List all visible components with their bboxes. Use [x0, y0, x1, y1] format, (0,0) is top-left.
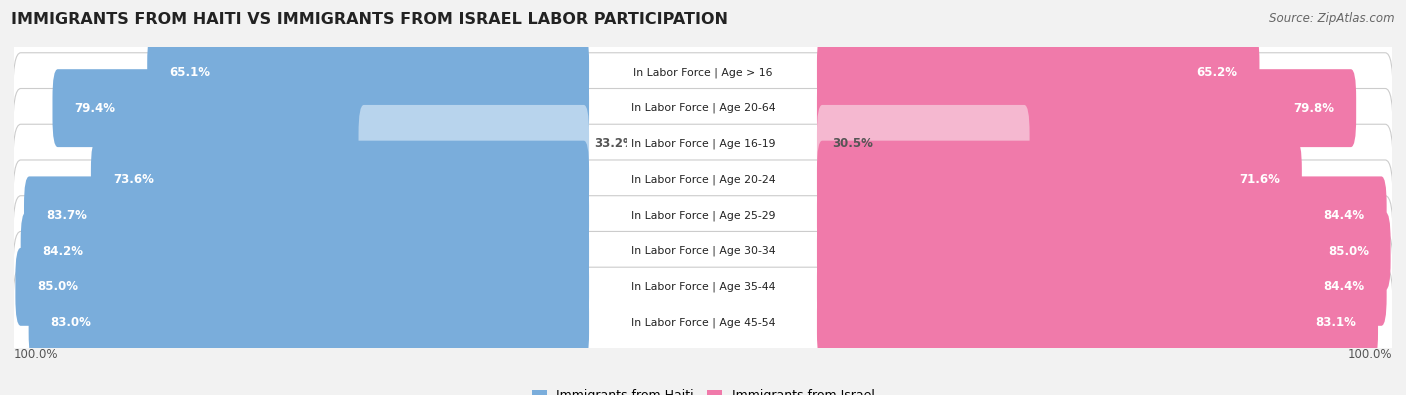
Text: 79.8%: 79.8% — [1294, 102, 1334, 115]
FancyBboxPatch shape — [817, 284, 1378, 361]
FancyBboxPatch shape — [13, 160, 1393, 271]
Text: 83.0%: 83.0% — [51, 316, 91, 329]
Text: 100.0%: 100.0% — [14, 348, 59, 361]
Text: In Labor Force | Age 30-34: In Labor Force | Age 30-34 — [631, 246, 775, 256]
Text: IMMIGRANTS FROM HAITI VS IMMIGRANTS FROM ISRAEL LABOR PARTICIPATION: IMMIGRANTS FROM HAITI VS IMMIGRANTS FROM… — [11, 12, 728, 27]
Text: In Labor Force | Age 20-24: In Labor Force | Age 20-24 — [631, 174, 775, 185]
FancyBboxPatch shape — [13, 17, 1393, 128]
Legend: Immigrants from Haiti, Immigrants from Israel: Immigrants from Haiti, Immigrants from I… — [526, 384, 880, 395]
Text: 84.2%: 84.2% — [42, 245, 83, 258]
Text: 83.7%: 83.7% — [46, 209, 87, 222]
FancyBboxPatch shape — [359, 105, 589, 183]
Text: 65.1%: 65.1% — [169, 66, 209, 79]
FancyBboxPatch shape — [13, 267, 1393, 378]
Text: In Labor Force | Age 25-29: In Labor Force | Age 25-29 — [631, 210, 775, 221]
FancyBboxPatch shape — [13, 53, 1393, 164]
Text: 73.6%: 73.6% — [112, 173, 153, 186]
FancyBboxPatch shape — [13, 231, 1393, 342]
FancyBboxPatch shape — [817, 248, 1386, 326]
Text: 83.1%: 83.1% — [1315, 316, 1357, 329]
FancyBboxPatch shape — [13, 124, 1393, 235]
FancyBboxPatch shape — [148, 34, 589, 111]
Text: 85.0%: 85.0% — [37, 280, 79, 293]
FancyBboxPatch shape — [91, 141, 589, 218]
FancyBboxPatch shape — [817, 34, 1260, 111]
Text: Source: ZipAtlas.com: Source: ZipAtlas.com — [1270, 12, 1395, 25]
FancyBboxPatch shape — [28, 284, 589, 361]
FancyBboxPatch shape — [817, 141, 1302, 218]
Text: 71.6%: 71.6% — [1239, 173, 1279, 186]
FancyBboxPatch shape — [817, 105, 1029, 183]
Text: In Labor Force | Age 16-19: In Labor Force | Age 16-19 — [631, 139, 775, 149]
FancyBboxPatch shape — [24, 177, 589, 254]
FancyBboxPatch shape — [817, 177, 1386, 254]
FancyBboxPatch shape — [817, 69, 1357, 147]
Text: In Labor Force | Age 20-64: In Labor Force | Age 20-64 — [631, 103, 775, 113]
FancyBboxPatch shape — [817, 212, 1391, 290]
Text: 30.5%: 30.5% — [832, 137, 873, 150]
Text: 100.0%: 100.0% — [1347, 348, 1392, 361]
FancyBboxPatch shape — [13, 88, 1393, 199]
Text: 84.4%: 84.4% — [1323, 209, 1365, 222]
Text: 79.4%: 79.4% — [75, 102, 115, 115]
Text: 85.0%: 85.0% — [1327, 245, 1369, 258]
Text: In Labor Force | Age 45-54: In Labor Force | Age 45-54 — [631, 317, 775, 328]
FancyBboxPatch shape — [15, 248, 589, 326]
Text: 84.4%: 84.4% — [1323, 280, 1365, 293]
FancyBboxPatch shape — [52, 69, 589, 147]
FancyBboxPatch shape — [21, 212, 589, 290]
Text: In Labor Force | Age > 16: In Labor Force | Age > 16 — [633, 67, 773, 78]
Text: 33.2%: 33.2% — [593, 137, 634, 150]
Text: 65.2%: 65.2% — [1197, 66, 1237, 79]
Text: In Labor Force | Age 35-44: In Labor Force | Age 35-44 — [631, 282, 775, 292]
FancyBboxPatch shape — [13, 196, 1393, 307]
